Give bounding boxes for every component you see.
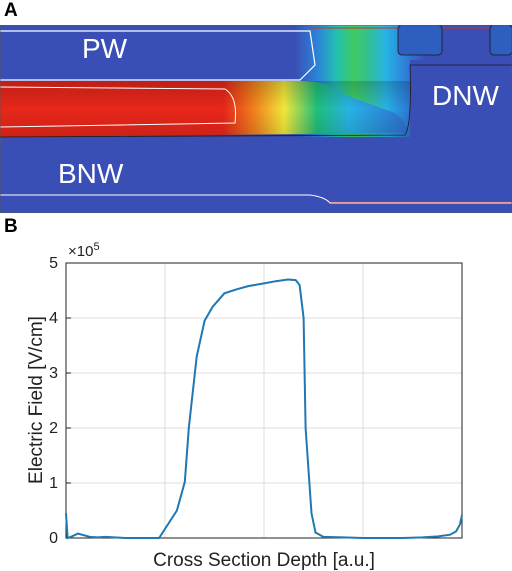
panel-b-letter: B bbox=[4, 216, 18, 237]
panel-a-letter: A bbox=[4, 0, 18, 21]
y-tick-label: 5 bbox=[49, 255, 58, 272]
x-axis-label: Cross Section Depth [a.u.] bbox=[153, 550, 375, 571]
label-pw: PW bbox=[82, 33, 128, 64]
label-dnw: DNW bbox=[432, 80, 499, 111]
y-multiplier: ×105 bbox=[68, 241, 100, 260]
grid-lines bbox=[66, 262, 462, 539]
y-tick-label: 4 bbox=[49, 310, 58, 327]
y-tick-label: 2 bbox=[49, 420, 58, 437]
electric-field-line bbox=[65, 278, 463, 540]
simulation-heatmap: PW DNW BNW bbox=[0, 25, 512, 213]
y-tick-labels: 0 1 2 3 4 5 bbox=[49, 255, 58, 547]
electric-field-chart: 0 1 2 3 4 5 ×105 Cross Section Depth [a.u.] E… bbox=[26, 241, 463, 571]
label-bnw: BNW bbox=[58, 158, 124, 189]
y-axis-label: Electric Field [V/cm] bbox=[26, 316, 47, 484]
y-tick-label: 1 bbox=[49, 475, 58, 492]
plot-frame bbox=[65, 262, 463, 539]
y-tick-label: 0 bbox=[49, 530, 58, 547]
y-tick-label: 3 bbox=[49, 365, 58, 382]
